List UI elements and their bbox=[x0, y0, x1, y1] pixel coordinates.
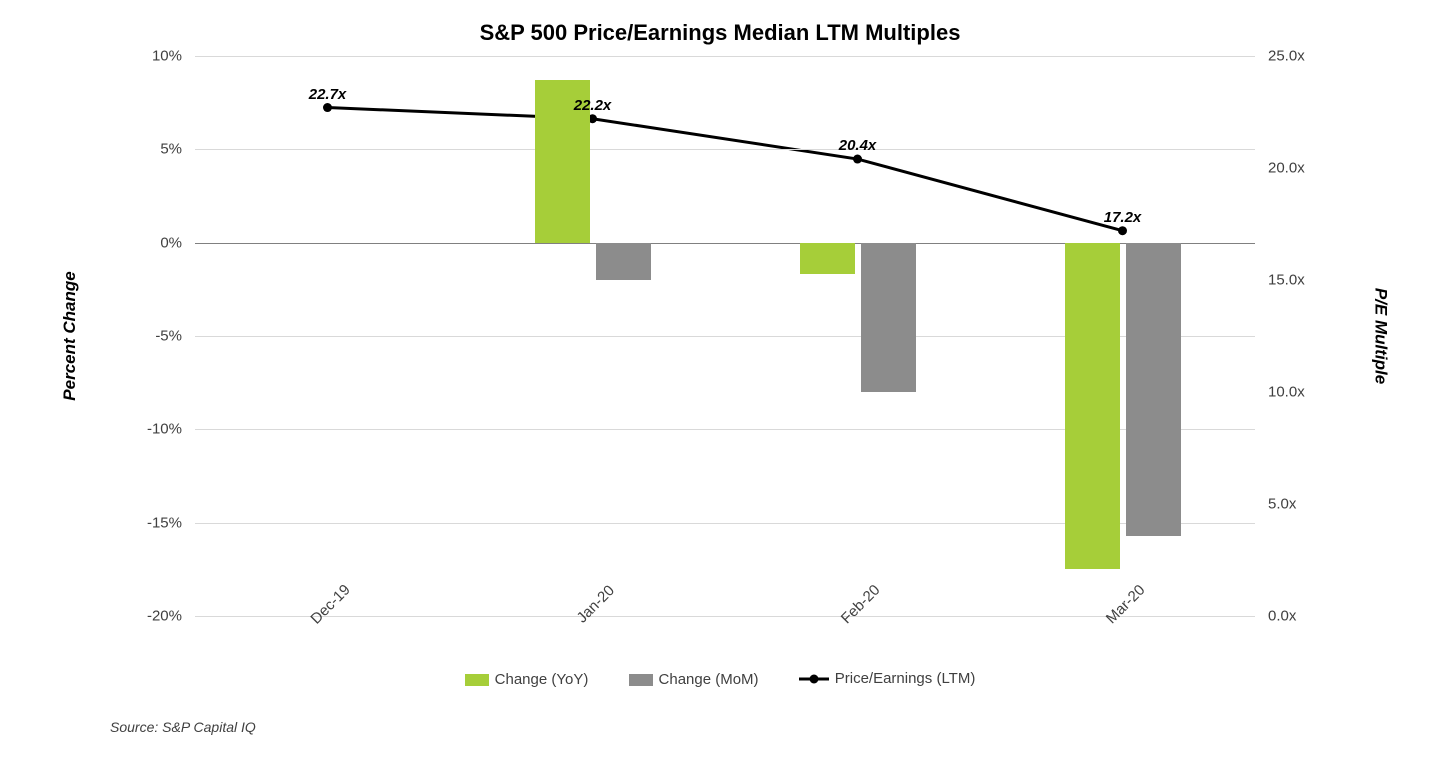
right-tick-label: 0.0x bbox=[1268, 608, 1338, 625]
pe-data-label: 22.7x bbox=[309, 85, 347, 102]
right-tick-label: 5.0x bbox=[1268, 496, 1338, 513]
pe-data-label: 17.2x bbox=[1104, 209, 1142, 226]
pe-marker bbox=[1118, 226, 1127, 235]
left-tick-label: 5% bbox=[102, 141, 182, 158]
bar-yoy bbox=[800, 243, 855, 275]
legend-label-yoy: Change (YoY) bbox=[495, 671, 589, 688]
legend-label-pe: Price/Earnings (LTM) bbox=[835, 670, 976, 687]
x-axis-labels: Dec-19Jan-20Feb-20Mar-20 bbox=[195, 585, 1255, 655]
legend-item-mom: Change (MoM) bbox=[629, 671, 759, 688]
pe-marker bbox=[853, 155, 862, 164]
left-tick-label: -10% bbox=[102, 421, 182, 438]
bar-mom bbox=[861, 243, 916, 392]
legend-label-mom: Change (MoM) bbox=[659, 671, 759, 688]
chart-title: S&P 500 Price/Earnings Median LTM Multip… bbox=[100, 20, 1340, 46]
right-axis-title: P/E Multiple bbox=[1370, 288, 1390, 384]
legend-swatch-pe bbox=[799, 672, 829, 686]
bar-mom bbox=[596, 243, 651, 280]
left-axis-ticks: -20%-15%-10%-5%0%5%10% bbox=[100, 56, 190, 616]
legend: Change (YoY) Change (MoM) Price/Earnings… bbox=[100, 670, 1340, 690]
x-axis-label: Mar-20 bbox=[1102, 582, 1148, 628]
bar-yoy bbox=[1065, 243, 1120, 570]
x-axis-label: Jan-20 bbox=[573, 582, 617, 626]
gridline bbox=[195, 56, 1255, 57]
left-tick-label: -5% bbox=[102, 328, 182, 345]
right-tick-label: 20.0x bbox=[1268, 160, 1338, 177]
pe-data-label: 20.4x bbox=[839, 137, 877, 154]
left-tick-label: 0% bbox=[102, 234, 182, 251]
left-tick-label: 10% bbox=[102, 48, 182, 65]
legend-item-pe: Price/Earnings (LTM) bbox=[799, 670, 976, 687]
gridline bbox=[195, 149, 1255, 150]
right-tick-label: 10.0x bbox=[1268, 384, 1338, 401]
pe-data-label: 22.2x bbox=[574, 97, 612, 114]
legend-swatch-mom bbox=[629, 674, 653, 686]
right-tick-label: 25.0x bbox=[1268, 48, 1338, 65]
legend-item-yoy: Change (YoY) bbox=[465, 671, 589, 688]
left-axis-title: Percent Change bbox=[60, 271, 80, 400]
pe-line bbox=[328, 108, 1123, 231]
x-axis-label: Feb-20 bbox=[837, 582, 883, 628]
left-tick-label: -15% bbox=[102, 514, 182, 531]
bar-mom bbox=[1126, 243, 1181, 536]
right-axis-ticks: 0.0x5.0x10.0x15.0x20.0x25.0x bbox=[1260, 56, 1340, 616]
x-axis-label: Dec-19 bbox=[307, 581, 353, 627]
left-tick-label: -20% bbox=[102, 608, 182, 625]
pe-marker bbox=[323, 103, 332, 112]
right-tick-label: 15.0x bbox=[1268, 272, 1338, 289]
source-text: Source: S&P Capital IQ bbox=[110, 719, 256, 735]
plot-area: 22.7x 22.2x 20.4x 17.2x bbox=[195, 56, 1255, 616]
legend-swatch-yoy bbox=[465, 674, 489, 686]
chart-container: S&P 500 Price/Earnings Median LTM Multip… bbox=[100, 20, 1340, 740]
plot-area-wrap: Percent Change P/E Multiple -20%-15%-10%… bbox=[100, 56, 1340, 616]
